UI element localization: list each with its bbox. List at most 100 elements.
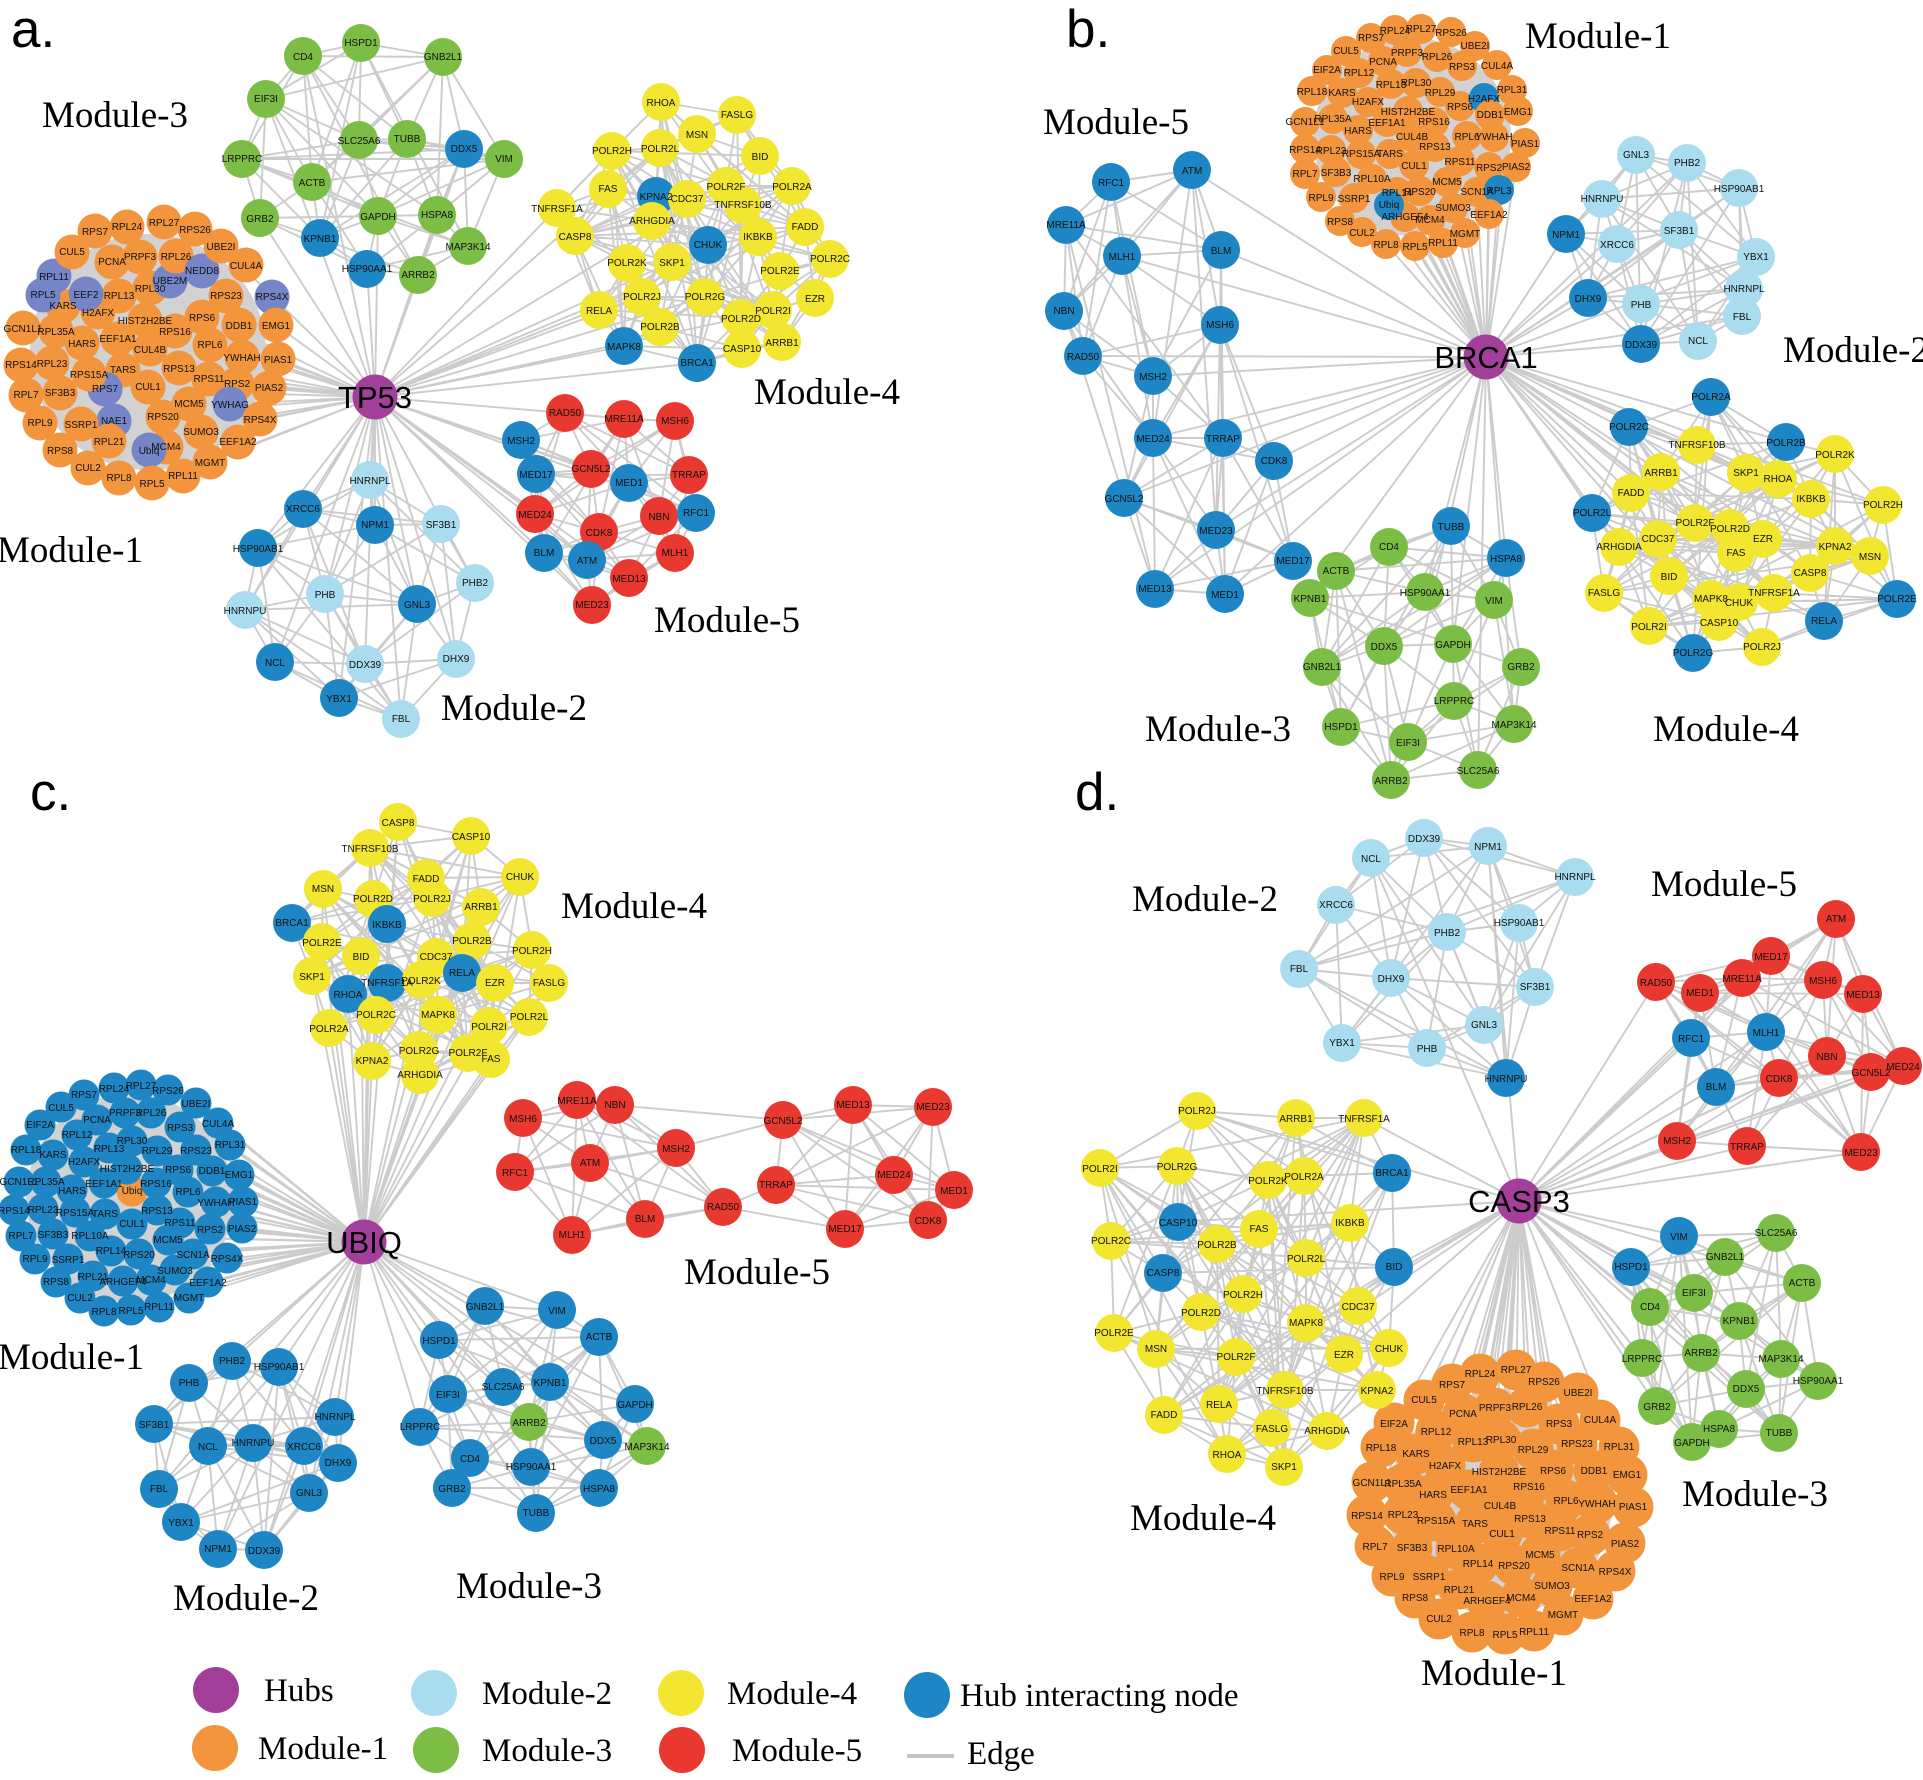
svg-text:CUL4A: CUL4A <box>1584 1415 1617 1426</box>
svg-text:MGMT: MGMT <box>195 458 226 469</box>
svg-text:GCN5L2: GCN5L2 <box>764 1116 803 1127</box>
svg-text:CDC37: CDC37 <box>671 194 704 205</box>
svg-text:ARHGDIA: ARHGDIA <box>1596 542 1642 553</box>
svg-text:MCM4: MCM4 <box>1415 215 1445 226</box>
svg-text:SUMO3: SUMO3 <box>183 427 219 438</box>
svg-text:KARS: KARS <box>1328 88 1356 99</box>
svg-text:RPL35A: RPL35A <box>1314 114 1352 125</box>
svg-text:Ubiq: Ubiq <box>122 1186 143 1197</box>
svg-text:MED1: MED1 <box>1211 590 1239 601</box>
svg-text:RPS7: RPS7 <box>92 384 119 395</box>
svg-text:CUL4B: CUL4B <box>1484 1501 1517 1512</box>
svg-text:GAPDH: GAPDH <box>1674 1438 1710 1449</box>
svg-text:RPL23: RPL23 <box>1316 146 1347 157</box>
svg-text:POLR2D: POLR2D <box>1710 524 1750 535</box>
svg-text:GAPDH: GAPDH <box>617 1400 653 1411</box>
svg-text:ARHGDIA: ARHGDIA <box>1304 1426 1350 1437</box>
svg-text:FASLG: FASLG <box>1588 588 1620 599</box>
svg-text:FADD: FADD <box>1618 488 1645 499</box>
svg-text:LRPPRC: LRPPRC <box>1622 1354 1663 1365</box>
svg-text:RPL30: RPL30 <box>1401 78 1432 89</box>
svg-text:RPS15A: RPS15A <box>70 370 109 381</box>
svg-text:MLH1: MLH1 <box>559 1230 586 1241</box>
svg-text:DDX39: DDX39 <box>1408 834 1441 845</box>
svg-text:DDB1: DDB1 <box>1581 1466 1608 1477</box>
svg-text:KPNA2: KPNA2 <box>640 192 673 203</box>
svg-text:HSPA8: HSPA8 <box>1490 554 1522 565</box>
svg-text:NPM1: NPM1 <box>204 1544 232 1555</box>
svg-text:Module-1: Module-1 <box>0 530 143 571</box>
svg-text:H2AFX: H2AFX <box>82 308 115 319</box>
svg-text:H2AFX: H2AFX <box>1468 94 1501 105</box>
svg-text:HNRNPU: HNRNPU <box>224 606 267 617</box>
svg-text:RPS26: RPS26 <box>1435 28 1467 39</box>
svg-text:CASP10: CASP10 <box>723 344 762 355</box>
svg-text:POLR2H: POLR2H <box>592 146 632 157</box>
svg-text:MCM5: MCM5 <box>153 1235 183 1246</box>
svg-text:PRPF3: PRPF3 <box>109 1108 142 1119</box>
svg-text:CD4: CD4 <box>293 52 313 63</box>
svg-text:BLM: BLM <box>635 1214 656 1225</box>
svg-text:MLH1: MLH1 <box>1109 252 1136 263</box>
svg-text:RPS23: RPS23 <box>1561 1439 1593 1450</box>
svg-text:RPS2: RPS2 <box>1577 1530 1604 1541</box>
svg-text:MED24: MED24 <box>1136 434 1170 445</box>
svg-text:ATM: ATM <box>1826 914 1846 925</box>
svg-text:YWHAH: YWHAH <box>223 353 260 364</box>
svg-text:RPS15A: RPS15A <box>56 1208 95 1219</box>
svg-text:RPL6: RPL6 <box>175 1187 200 1198</box>
svg-text:VIM: VIM <box>1485 596 1503 607</box>
svg-text:HIST2H2BE: HIST2H2BE <box>1472 1467 1527 1478</box>
svg-text:RPS23: RPS23 <box>210 291 242 302</box>
svg-text:GCN1L1: GCN1L1 <box>4 324 43 335</box>
svg-text:BID: BID <box>1661 572 1678 583</box>
svg-text:RHOA: RHOA <box>647 98 676 109</box>
svg-text:POLR2C: POLR2C <box>1091 1236 1131 1247</box>
svg-text:MSN: MSN <box>1859 552 1881 563</box>
svg-text:RPL11: RPL11 <box>144 1302 174 1313</box>
svg-text:RPL27: RPL27 <box>1501 1365 1532 1376</box>
svg-text:MSH2: MSH2 <box>1663 1136 1691 1147</box>
svg-text:MAPK8: MAPK8 <box>1694 594 1728 605</box>
svg-text:YBX1: YBX1 <box>326 694 352 705</box>
svg-text:Module-1: Module-1 <box>258 1731 388 1767</box>
svg-text:RPS13: RPS13 <box>163 364 195 375</box>
svg-text:HSPD1: HSPD1 <box>422 1336 456 1347</box>
svg-text:GCN5L2: GCN5L2 <box>572 464 611 475</box>
svg-text:YWHAH: YWHAH <box>1578 1499 1615 1510</box>
svg-text:FBL: FBL <box>150 1484 169 1495</box>
svg-text:RPL18: RPL18 <box>1366 1443 1397 1454</box>
svg-text:EIF2A: EIF2A <box>1313 65 1341 76</box>
svg-text:MED1: MED1 <box>1686 988 1714 999</box>
svg-text:KPNA2: KPNA2 <box>1819 542 1852 553</box>
svg-text:RAD50: RAD50 <box>707 1202 740 1213</box>
svg-text:EEF1A2: EEF1A2 <box>1470 210 1508 221</box>
svg-text:FADD: FADD <box>792 222 819 233</box>
svg-text:POLR2B: POLR2B <box>640 322 680 333</box>
svg-text:POLR2G: POLR2G <box>399 1046 440 1057</box>
svg-text:d.: d. <box>1075 763 1119 822</box>
svg-text:IKBKB: IKBKB <box>743 232 773 243</box>
svg-text:DDB1: DDB1 <box>199 1166 226 1177</box>
svg-text:PHB2: PHB2 <box>219 1356 246 1367</box>
svg-text:POLR2C: POLR2C <box>356 1010 396 1021</box>
svg-text:RPS2: RPS2 <box>224 379 251 390</box>
svg-text:TRRAP: TRRAP <box>759 1180 793 1191</box>
svg-text:CUL5: CUL5 <box>48 1103 74 1114</box>
svg-text:POLR2D: POLR2D <box>721 314 761 325</box>
svg-text:Module-5: Module-5 <box>654 600 800 641</box>
svg-text:MED17: MED17 <box>828 1224 862 1235</box>
svg-text:YWHAH: YWHAH <box>197 1198 234 1209</box>
svg-text:SSRP1: SSRP1 <box>1413 1572 1446 1583</box>
svg-text:POLR2G: POLR2G <box>685 292 726 303</box>
svg-text:POLR2A: POLR2A <box>1691 392 1731 403</box>
svg-text:RPL24: RPL24 <box>1465 1369 1496 1380</box>
svg-text:POLR2K: POLR2K <box>401 976 441 987</box>
svg-text:MED23: MED23 <box>1844 1148 1878 1159</box>
svg-text:HNRNPU: HNRNPU <box>1581 194 1624 205</box>
svg-text:MAP3K14: MAP3K14 <box>624 1442 669 1453</box>
svg-text:GCN1L1: GCN1L1 <box>0 1177 39 1188</box>
svg-text:RPS8: RPS8 <box>1402 1593 1429 1604</box>
svg-text:ACTB: ACTB <box>1323 566 1350 577</box>
svg-text:RPS3: RPS3 <box>1546 1419 1573 1430</box>
